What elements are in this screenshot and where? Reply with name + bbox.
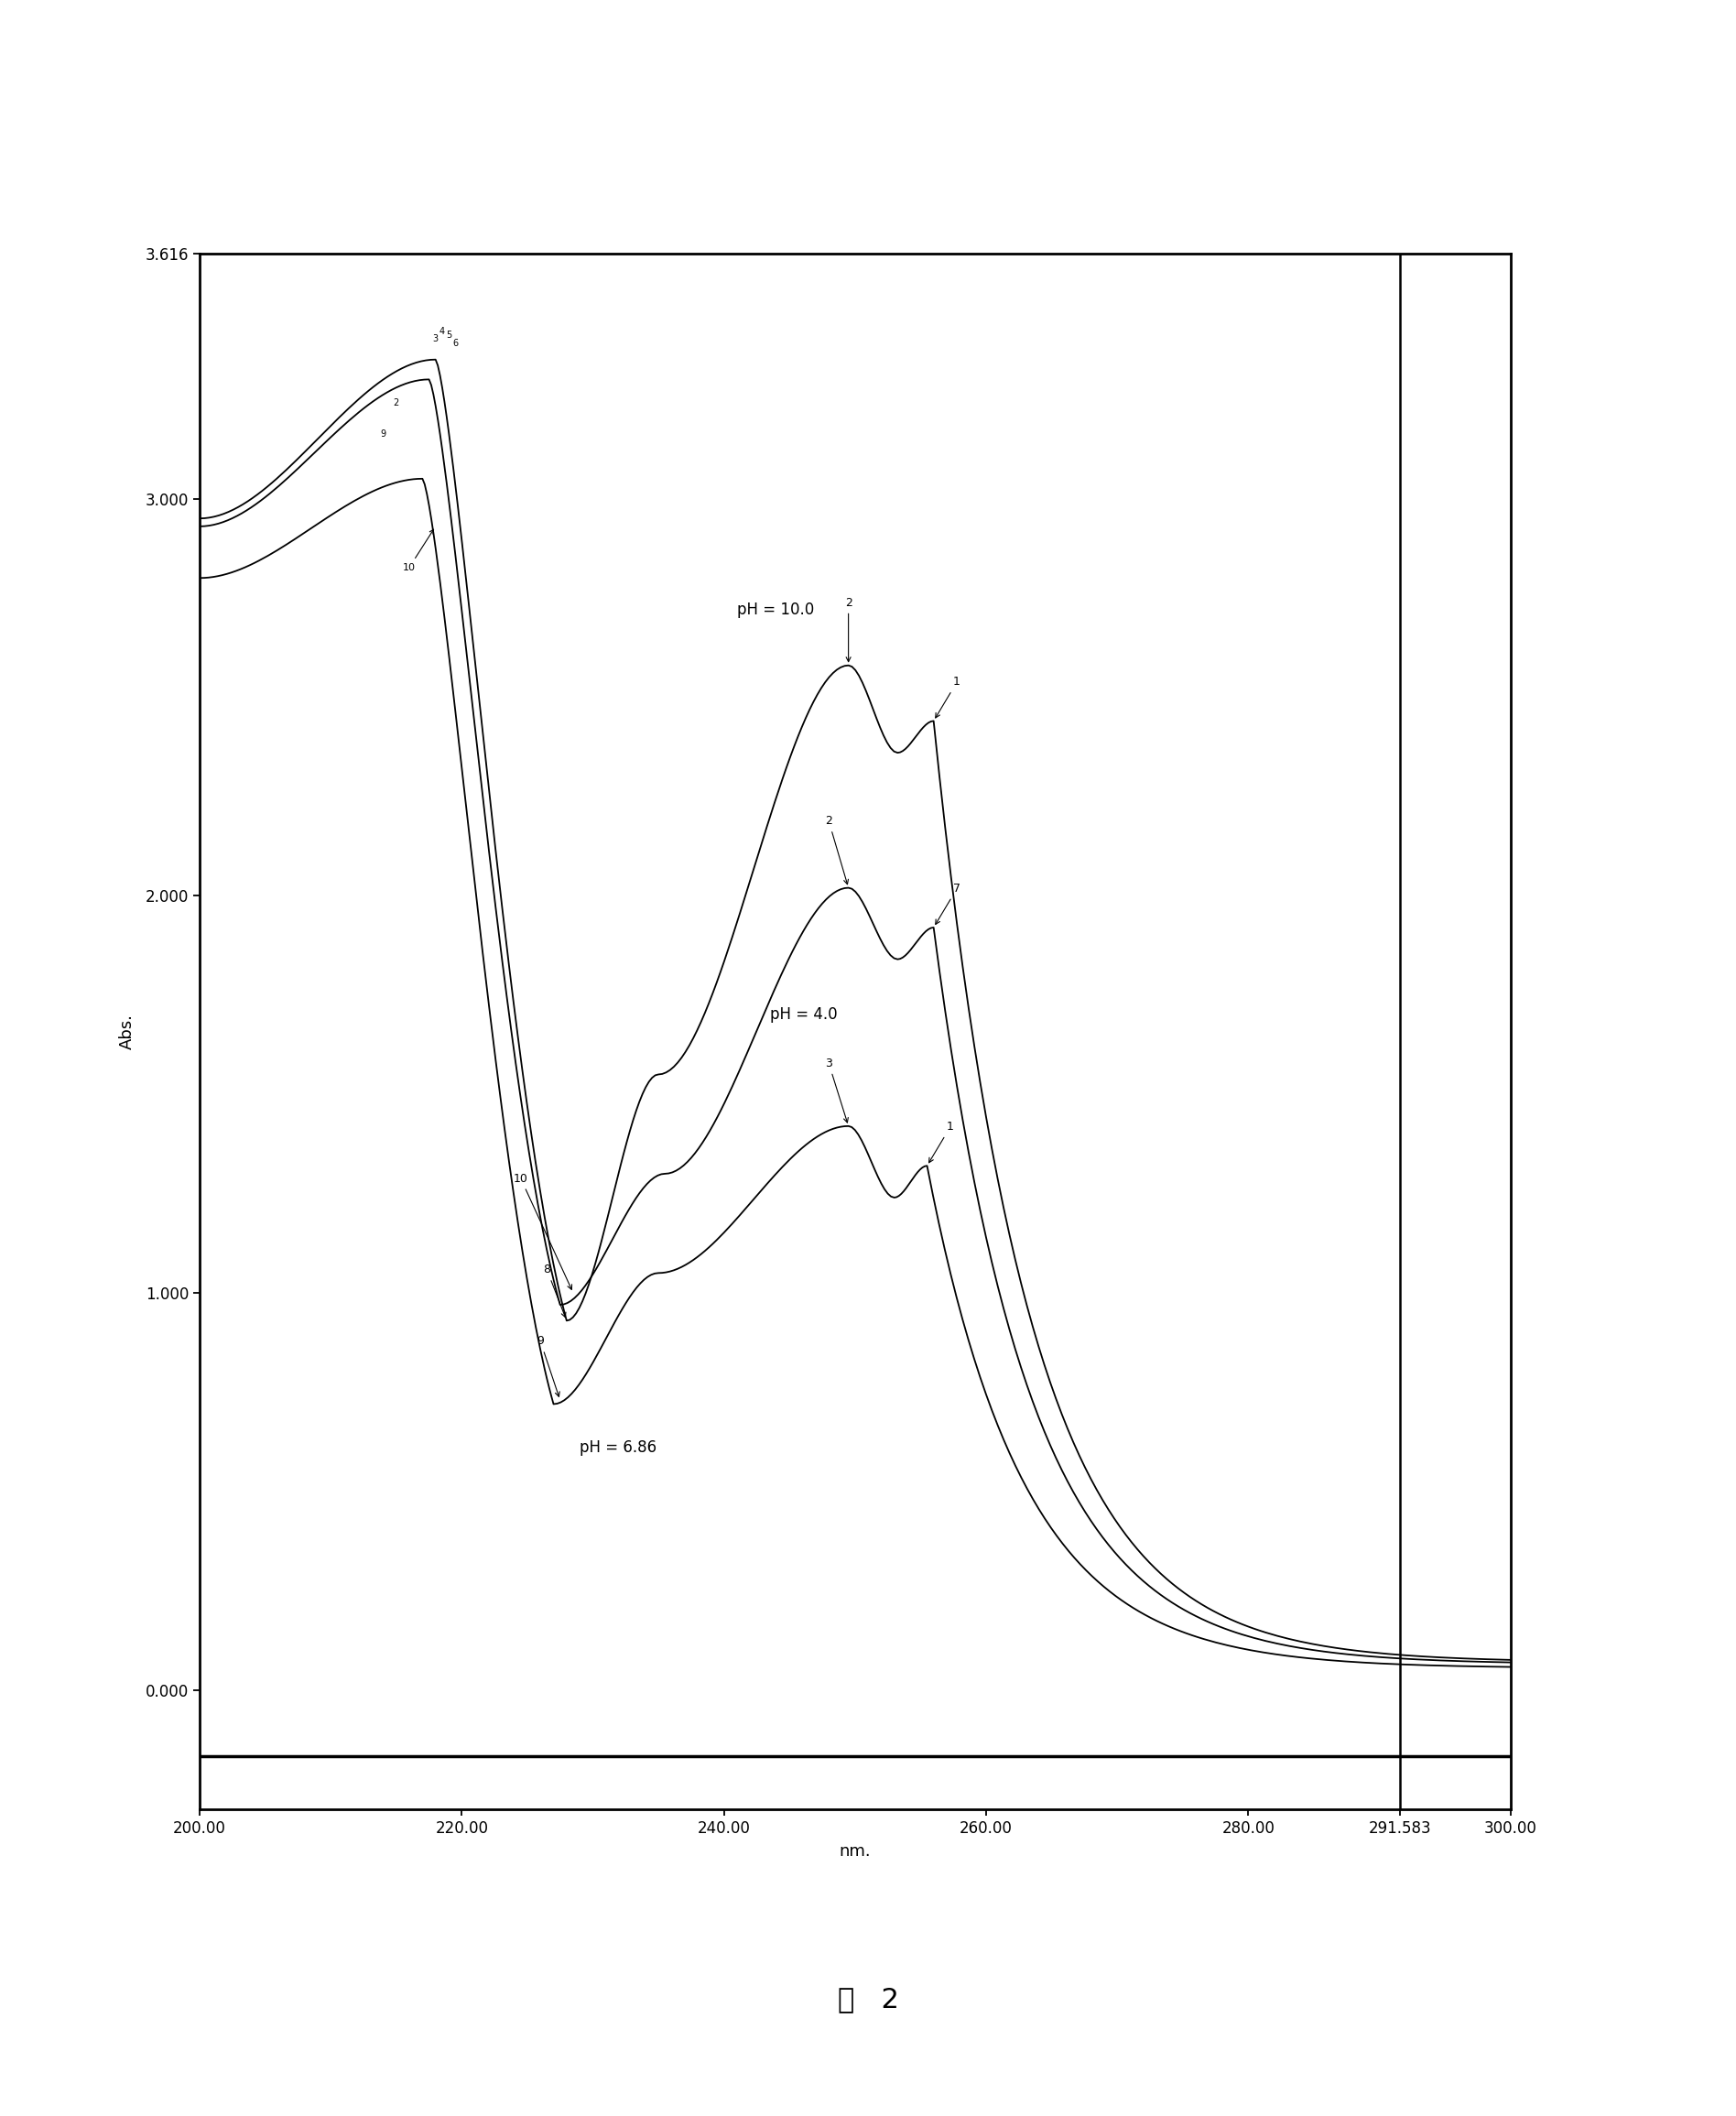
Text: 9: 9 [536, 1335, 559, 1397]
Text: 1: 1 [936, 677, 960, 717]
Text: pH = 6.86: pH = 6.86 [580, 1439, 656, 1456]
Text: 4: 4 [439, 326, 444, 336]
Text: 5: 5 [446, 330, 451, 341]
Text: 2: 2 [845, 597, 852, 662]
Text: pH = 4.0: pH = 4.0 [769, 1007, 837, 1024]
Text: 9: 9 [380, 430, 385, 438]
Text: 10: 10 [514, 1172, 571, 1289]
Text: 3: 3 [432, 334, 439, 343]
Text: 3: 3 [825, 1058, 849, 1124]
Text: 10: 10 [403, 529, 434, 571]
Y-axis label: Abs.: Abs. [118, 1014, 135, 1050]
Text: 6: 6 [453, 339, 458, 347]
Text: pH = 10.0: pH = 10.0 [738, 601, 814, 618]
X-axis label: nm.: nm. [838, 1843, 871, 1860]
Text: 8: 8 [543, 1263, 566, 1318]
Text: 7: 7 [936, 882, 960, 925]
Text: 图   2: 图 2 [837, 1987, 899, 2012]
Text: 1: 1 [929, 1121, 955, 1162]
Text: 2: 2 [394, 398, 399, 406]
Text: 2: 2 [825, 815, 849, 884]
